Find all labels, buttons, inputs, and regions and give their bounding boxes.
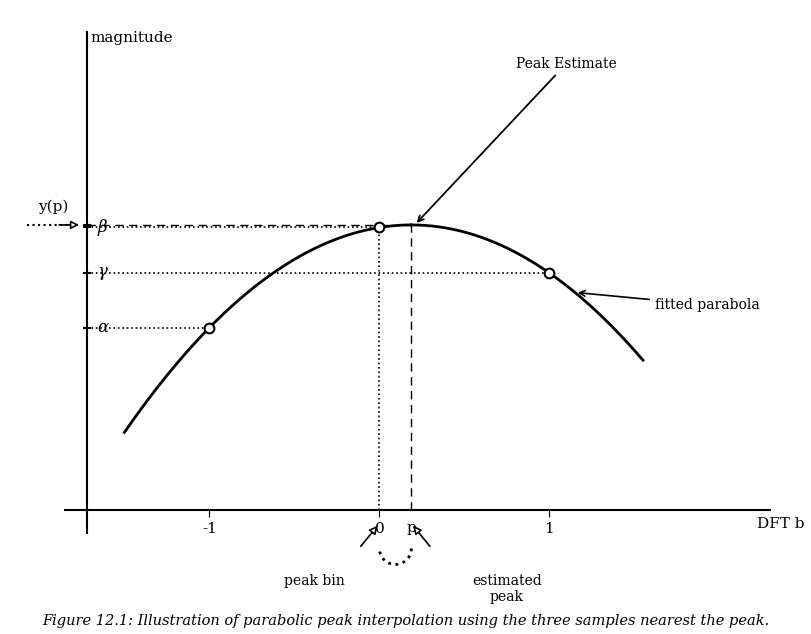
Text: peak bin: peak bin <box>285 574 345 588</box>
Text: $\beta$: $\beta$ <box>97 217 109 238</box>
Text: y(p): y(p) <box>38 199 68 214</box>
Text: Peak Estimate: Peak Estimate <box>418 56 617 221</box>
Text: p: p <box>406 521 416 535</box>
Text: magnitude: magnitude <box>90 31 173 46</box>
Text: fitted parabola: fitted parabola <box>580 290 760 312</box>
Text: $\alpha$: $\alpha$ <box>97 319 110 336</box>
Text: Figure 12.1: Illustration of parabolic peak interpolation using the three sample: Figure 12.1: Illustration of parabolic p… <box>42 614 769 628</box>
Text: estimated
peak: estimated peak <box>472 574 542 604</box>
Text: DFT b: DFT b <box>757 517 805 531</box>
Text: $\gamma$: $\gamma$ <box>97 264 109 281</box>
